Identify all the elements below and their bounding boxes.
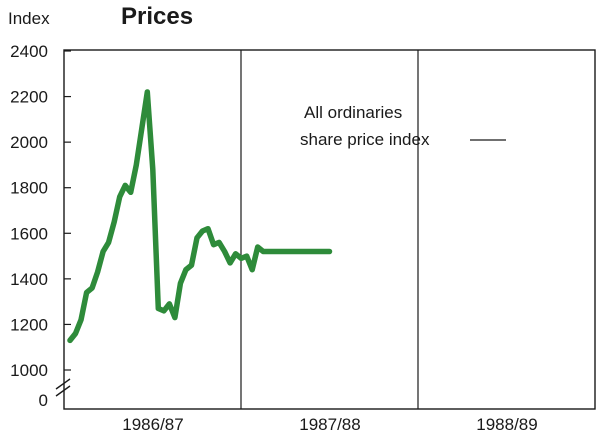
x-tick-label: 1987/88 (299, 415, 360, 434)
y-tick-label: 1400 (10, 270, 48, 289)
axis-break-mark (55, 378, 71, 390)
series-line (67, 89, 333, 344)
y-tick-label: 2200 (10, 88, 48, 107)
y-tick-label: 1200 (10, 315, 48, 334)
x-tick-labels: 1986/87 1987/88 1988/89 (122, 415, 537, 434)
x-tick-label: 1988/89 (476, 415, 537, 434)
y-axis-label: Index (8, 9, 50, 28)
y-tick-label: 2400 (10, 42, 48, 61)
annotation-line-1: All ordinaries (304, 103, 402, 122)
plot-frame (55, 49, 596, 410)
annotation-line-2: share price index (300, 130, 430, 149)
series-layer (67, 89, 333, 344)
chart-title: Prices (121, 3, 193, 30)
y-tick-label: 1600 (10, 224, 48, 243)
y-tick-label: 1800 (10, 179, 48, 198)
y-tick-label: 1000 (10, 361, 48, 380)
y-tick-labels: 2400 2200 2000 1800 1600 1400 1200 1000 0 (10, 42, 48, 410)
y-tick-label: 0 (39, 391, 48, 410)
plot-border (63, 49, 596, 410)
axis-break-mark (55, 385, 71, 397)
y-tick-label: 2000 (10, 133, 48, 152)
x-tick-label: 1986/87 (122, 415, 183, 434)
annotation: All ordinaries share price index (300, 103, 506, 149)
